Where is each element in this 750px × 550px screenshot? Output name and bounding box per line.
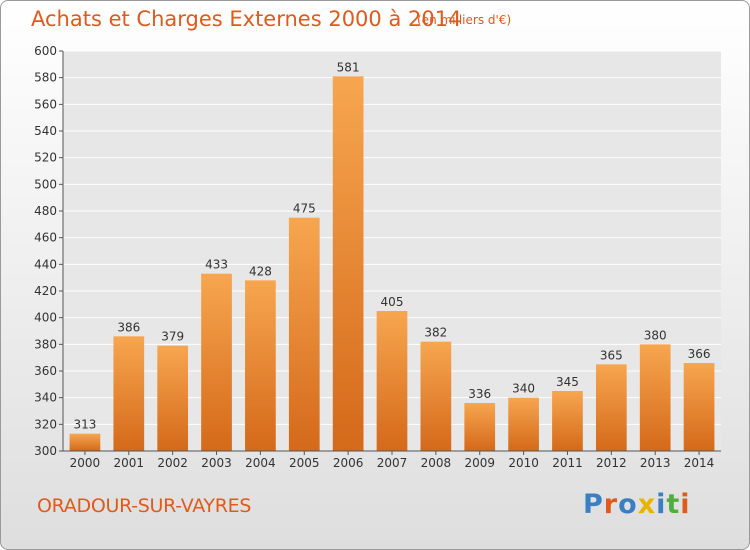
- logo-letter: P: [583, 489, 604, 520]
- x-tick-label: 2006: [333, 456, 364, 470]
- x-tick-label: 2004: [245, 456, 276, 470]
- x-tick-label: 2008: [421, 456, 452, 470]
- logo-letter: x: [637, 489, 657, 520]
- bar-value-label: 475: [293, 202, 316, 216]
- bar: [552, 391, 583, 451]
- y-tick-label: 580: [34, 71, 57, 85]
- x-tick-label: 2000: [70, 456, 101, 470]
- x-tick-label: 2005: [289, 456, 320, 470]
- y-tick-label: 460: [34, 231, 57, 245]
- x-tick-label: 2012: [596, 456, 627, 470]
- x-axis: 2000 2001 2002 2003 2004 2005 2006 2007 2008 2009…: [63, 450, 721, 470]
- bar: [376, 311, 408, 451]
- y-tick-label: 500: [34, 177, 57, 191]
- bar-value-label: 380: [644, 328, 667, 342]
- bar-value-label: 345: [556, 375, 579, 389]
- bar: [201, 273, 232, 451]
- y-tick-label: 320: [34, 417, 57, 431]
- bar-value-label: 386: [117, 320, 140, 334]
- bar: [639, 344, 671, 451]
- x-tick-label: 2001: [114, 456, 145, 470]
- y-tick-label: 380: [34, 337, 57, 351]
- y-tick-label: 600: [34, 44, 57, 58]
- bar: [332, 76, 364, 451]
- logo-letter: t: [666, 489, 681, 520]
- y-axis: 300 320 340 360 380 400 420 440 460 480 500 520 540 5…: [34, 44, 64, 458]
- x-tick-label: 2014: [684, 456, 715, 470]
- proxiti-logo: Proxiti: [583, 489, 691, 520]
- y-tick-label: 340: [34, 391, 57, 405]
- bar: [464, 403, 496, 451]
- x-tick-label: 2002: [157, 456, 188, 470]
- bar: [683, 363, 715, 451]
- bar-value-label: 336: [468, 387, 491, 401]
- bar-value-label: 365: [600, 348, 623, 362]
- bar-value-label: 340: [512, 382, 535, 396]
- bar: [420, 341, 452, 451]
- bar-value-label: 313: [73, 418, 96, 432]
- x-tick-label: 2007: [377, 456, 408, 470]
- y-tick-label: 420: [34, 284, 57, 298]
- bar: [288, 217, 320, 451]
- x-tick-label: 2003: [201, 456, 232, 470]
- x-tick-label: 2010: [508, 456, 539, 470]
- x-tick-label: 2009: [464, 456, 495, 470]
- bar-value-label: 379: [161, 330, 184, 344]
- y-tick-label: 540: [34, 124, 57, 138]
- logo-letter: r: [603, 489, 619, 520]
- logo-letter: o: [618, 489, 638, 520]
- logo-letter: i: [680, 489, 691, 520]
- y-tick-label: 300: [34, 444, 57, 458]
- bar-value-label: 433: [205, 258, 228, 272]
- bar-value-label: 366: [688, 347, 711, 361]
- x-tick-label: 2011: [552, 456, 583, 470]
- y-tick-label: 480: [34, 204, 57, 218]
- bar: [69, 433, 101, 451]
- bar-value-label: 405: [381, 295, 404, 309]
- bar-value-label: 382: [424, 326, 447, 340]
- y-tick-label: 440: [34, 257, 57, 271]
- bar: [245, 280, 276, 451]
- bar-value-label: 428: [249, 264, 272, 278]
- bar: [113, 336, 145, 451]
- chart-title: Achats et Charges Externes 2000 à 2014: [31, 7, 462, 31]
- logo-letter: i: [656, 489, 667, 520]
- bar: [157, 345, 189, 451]
- x-tick-label: 2013: [640, 456, 671, 470]
- bar: [595, 364, 627, 451]
- y-tick-label: 560: [34, 97, 57, 111]
- y-tick-label: 360: [34, 364, 57, 378]
- chart-subtitle: (en milliers d'€): [417, 13, 512, 27]
- y-tick-label: 400: [34, 311, 57, 325]
- bar: [508, 397, 539, 451]
- location-label: ORADOUR-SUR-VAYRES: [37, 495, 252, 517]
- y-tick-label: 520: [34, 151, 57, 165]
- bars: 313 386 379 433 428 475 581 405 382 336 340 345 365 3…: [69, 60, 715, 451]
- bar-value-label: 581: [337, 60, 360, 74]
